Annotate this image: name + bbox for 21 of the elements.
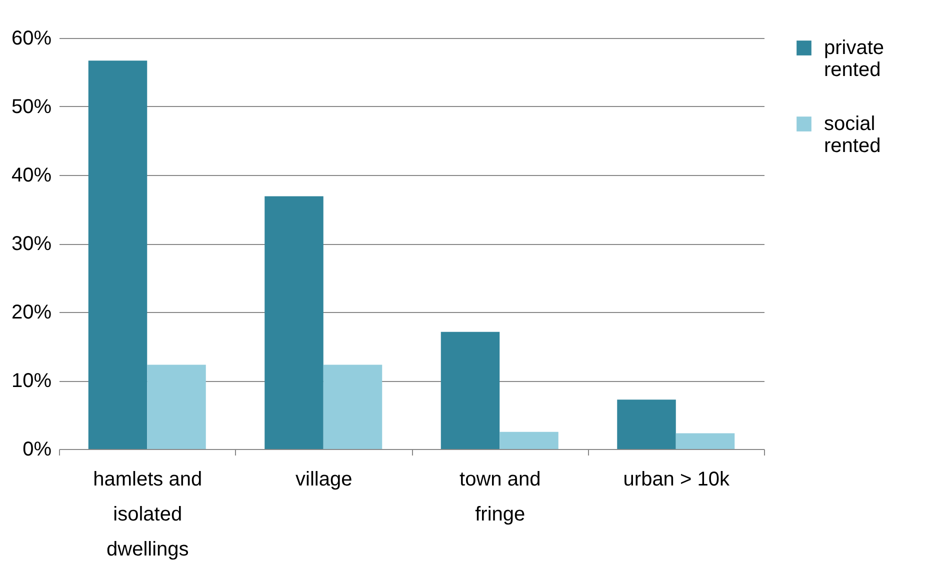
legend-label: social rented (824, 113, 881, 157)
x-tick-label: hamlets and isolated dwellings (93, 468, 202, 560)
y-tick-label: 40% (11, 164, 52, 186)
bar (676, 433, 735, 449)
y-tick-label: 30% (11, 233, 52, 255)
y-tick-label: 10% (11, 370, 52, 392)
bar (440, 332, 500, 449)
y-tick-label: 0% (22, 438, 52, 460)
bar (147, 364, 206, 449)
bar (617, 400, 676, 449)
bar (88, 60, 148, 449)
x-tick-label: town and fringe (460, 468, 541, 526)
bar (323, 364, 382, 449)
y-tick-label: 60% (11, 28, 52, 50)
y-tick-label: 20% (11, 302, 52, 324)
bar (500, 432, 558, 449)
y-tick-label: 50% (11, 96, 52, 118)
legend-label: private rented (824, 37, 884, 81)
x-tick-label: village (296, 468, 352, 490)
x-tick-label: urban > 10k (623, 468, 730, 490)
bar (264, 196, 324, 449)
